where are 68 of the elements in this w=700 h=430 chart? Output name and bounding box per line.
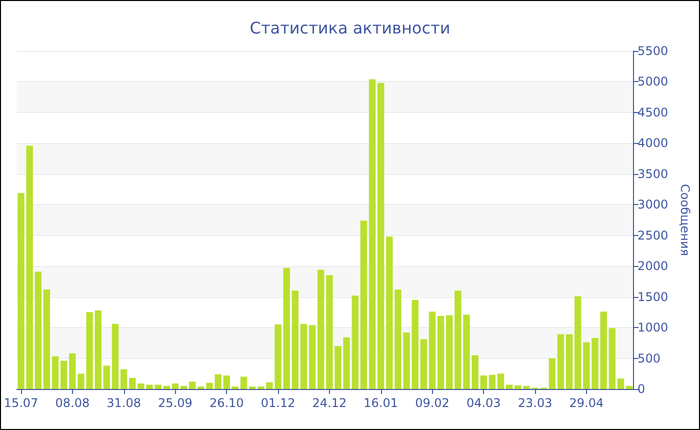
bar	[386, 236, 393, 389]
bar	[608, 328, 616, 389]
bar	[428, 312, 436, 389]
y-tick-label: 2000	[638, 259, 668, 274]
bar	[617, 378, 624, 389]
y-tick-label: 1000	[638, 320, 668, 335]
y-tick-label: 3500	[638, 166, 668, 181]
bar	[120, 369, 128, 389]
y-tick-label: 5000	[638, 74, 668, 89]
bar	[446, 315, 453, 389]
bar	[240, 376, 248, 389]
x-tick-label: 25.09	[158, 396, 192, 410]
bar	[308, 325, 316, 389]
bar	[292, 290, 299, 389]
bar	[368, 79, 376, 389]
bar	[180, 386, 188, 389]
bar	[163, 386, 170, 389]
x-tick-label: 15.07	[4, 396, 38, 410]
bar	[283, 268, 290, 389]
bar	[112, 324, 119, 389]
x-tick-label: 04.03	[466, 396, 501, 410]
x-tick-label: 16.01	[364, 396, 398, 410]
bar	[626, 386, 633, 389]
x-tick-label: 08.08	[55, 396, 90, 410]
bar	[94, 310, 102, 389]
y-tick-label: 2500	[638, 228, 668, 242]
x-tick-label: 09.02	[415, 396, 450, 410]
chart-title: Статистика активности	[250, 18, 450, 38]
bar	[412, 300, 418, 389]
bar	[548, 358, 556, 389]
bar	[189, 382, 196, 389]
bar	[352, 296, 358, 389]
x-tick-label: 29.04	[569, 396, 604, 410]
bar	[420, 339, 428, 389]
x-tick-label: 24.12	[312, 396, 347, 410]
bar	[488, 374, 496, 389]
bar	[129, 378, 136, 389]
bar	[300, 324, 308, 389]
y-tick-label: 4000	[638, 136, 668, 150]
y-tick-label: 0	[638, 382, 646, 396]
bar	[480, 375, 487, 389]
y-tick-label: 4500	[638, 105, 668, 120]
x-tick-label: 31.08	[106, 396, 141, 410]
y-tick-label: 500	[638, 351, 660, 366]
y-axis-title: Сообщения	[678, 184, 692, 256]
bar	[377, 82, 384, 389]
y-tick-label: 3000	[638, 198, 668, 212]
y-tick-label: 1500	[638, 290, 668, 304]
bar	[103, 366, 110, 389]
bar	[360, 220, 368, 389]
x-tick-label: 01.12	[260, 396, 296, 410]
bar	[223, 375, 230, 389]
bar	[318, 270, 324, 389]
bar	[574, 296, 582, 389]
bar	[437, 316, 444, 389]
bar	[52, 356, 59, 389]
y-tick-label: 5500	[638, 44, 668, 58]
bar	[172, 383, 179, 389]
bar	[60, 360, 68, 389]
bar	[497, 374, 504, 389]
bar	[43, 289, 50, 389]
bar	[566, 334, 573, 389]
bar	[514, 385, 522, 389]
bar	[557, 334, 564, 389]
bar	[34, 272, 42, 389]
x-tick-label: 23.03	[518, 396, 552, 410]
bar	[506, 384, 513, 389]
x-tick-label: 26.10	[209, 396, 244, 410]
